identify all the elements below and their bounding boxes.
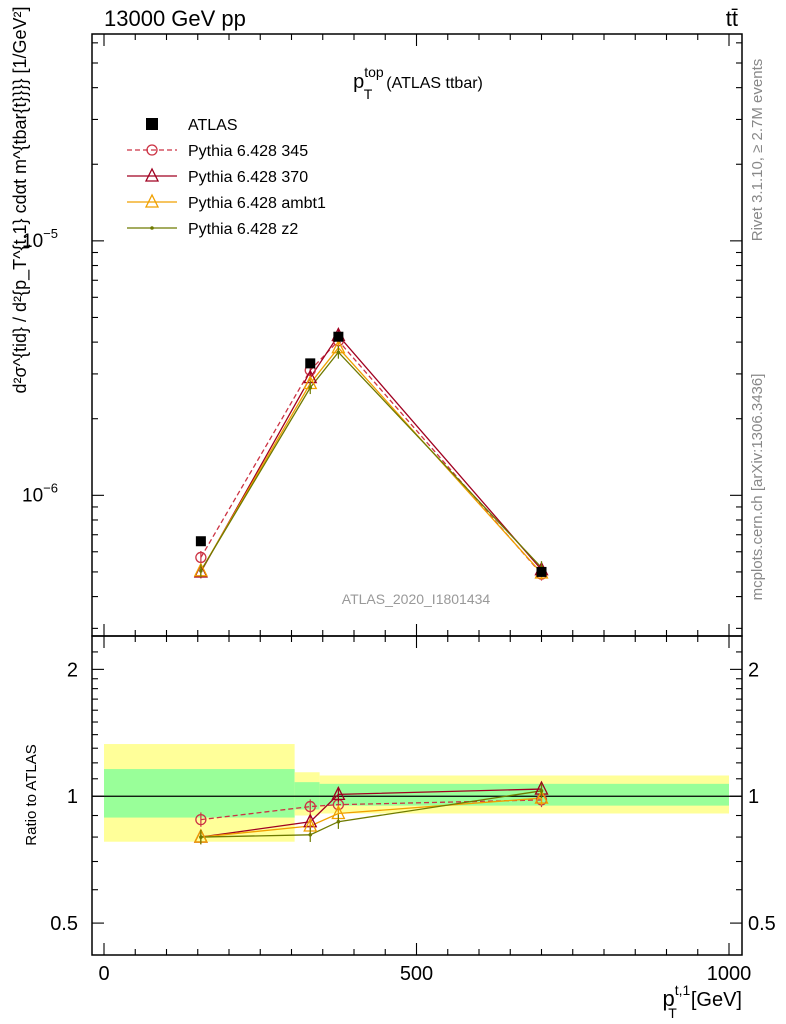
main-series-lines (200, 334, 542, 575)
axes: 10−6 10−5 0.5 0.5 1 1 2 2 0 500 1000 (22, 33, 776, 985)
analysis-id: ATLAS_2020_I1801434 (342, 591, 491, 607)
xlabel-sup: t,1 (675, 982, 691, 998)
main-line-series-1 (200, 334, 542, 573)
legend-marker-1 (144, 167, 160, 182)
main-ytick-label-0: 10−6 (22, 480, 58, 506)
legend-atlas-marker (146, 118, 158, 130)
ratio-marker-series-2-pt-3 (534, 789, 549, 804)
main-series-markers (193, 326, 549, 581)
main-line-series-0 (200, 339, 542, 575)
xtick-label-0: 0 (98, 963, 109, 985)
atlas-data-point-3 (536, 566, 547, 577)
ratio-marker-series-3-pt-0 (199, 835, 203, 839)
ratio-marker-series-1-pt-2 (331, 785, 346, 801)
ratio-line-series-3 (200, 790, 542, 838)
mcplots-label: mcplots.cern.ch [arXiv:1306.3436] (749, 374, 766, 601)
ratio-ytick-label-left-0: 0.5 (50, 913, 78, 935)
xlabel-rest: [GeV] (691, 989, 742, 1011)
ratio-marker-series-0-pt-0 (195, 813, 207, 826)
xlabel-sub: T (668, 1005, 677, 1021)
ratio-series-markers (193, 780, 549, 845)
atlas-data-point-0 (195, 536, 206, 547)
ratio-ytick-label-right-1: 1 (748, 786, 759, 808)
legend-label-1: Pythia 6.428 370 (188, 169, 308, 186)
legend-label-3: Pythia 6.428 z2 (188, 221, 298, 238)
ratio-ylabel: Ratio to ATLAS (23, 744, 40, 845)
ratio-band-green-2 (319, 783, 729, 806)
main-title: ptop T (ATLAS ttbar) (353, 64, 483, 102)
xtick-label-1: 500 (400, 963, 433, 985)
atlas-data-point-1 (305, 358, 316, 369)
legend-marker-0 (146, 144, 158, 156)
x-axis-label: pt,1 T [GeV] (662, 982, 742, 1021)
main-line-series-2 (200, 346, 542, 574)
legend: ATLAS Pythia 6.428 345 Pythia 6.428 370 Pyt… (127, 117, 326, 238)
rivet-label: Rivet 3.1.10, ≥ 2.7M events (749, 59, 766, 242)
ratio-ytick-label-left-2: 2 (67, 659, 78, 681)
legend-marker-3 (150, 226, 154, 230)
ratio-ytick-label-right-0: 0.5 (748, 913, 776, 935)
ratio-ytick-label-left-1: 1 (67, 786, 78, 808)
legend-label-0: Pythia 6.428 345 (188, 143, 308, 160)
main-title-p: p (353, 71, 364, 93)
ratio-marker-series-3-pt-2 (336, 819, 341, 824)
ratio-uncertainty-bands (104, 744, 729, 842)
atlas-data-point-2 (333, 331, 344, 342)
main-marker-series-3-pt-1 (308, 385, 313, 390)
legend-atlas-label: ATLAS (188, 117, 238, 134)
main-title-sub: T (364, 86, 373, 102)
ratio-band-green-0 (104, 769, 295, 818)
main-marker-series-3-pt-2 (336, 350, 341, 355)
header-right: tt̄ (726, 6, 738, 31)
ratio-ytick-label-right-2: 2 (748, 659, 759, 681)
xlabel-p: p (662, 986, 674, 1011)
ratio-series-lines (92, 788, 742, 838)
header-left: 13000 GeV pp (104, 6, 246, 31)
main-line-series-3 (200, 351, 542, 572)
main-title-rest: (ATLAS ttbar) (386, 75, 483, 92)
ratio-line-series-0 (200, 799, 542, 821)
main-ytick-label-1: 10−5 (22, 226, 58, 252)
main-title-sup: top (364, 64, 384, 80)
ratio-marker-series-0-pt-1 (304, 800, 316, 813)
main-marker-series-3-pt-0 (199, 569, 203, 573)
ratio-line-series-1 (200, 788, 542, 838)
legend-marker-2 (144, 193, 160, 208)
ratio-marker-series-3-pt-3 (539, 789, 544, 793)
xtick-label-2: 1000 (707, 963, 752, 985)
legend-label-2: Pythia 6.428 ambt1 (188, 195, 326, 212)
main-ylabel: d²σ^{tid} / d²{p_T^{t,1} cdαt m^{tbar{t}… (10, 6, 31, 393)
ratio-marker-series-3-pt-1 (308, 832, 313, 837)
